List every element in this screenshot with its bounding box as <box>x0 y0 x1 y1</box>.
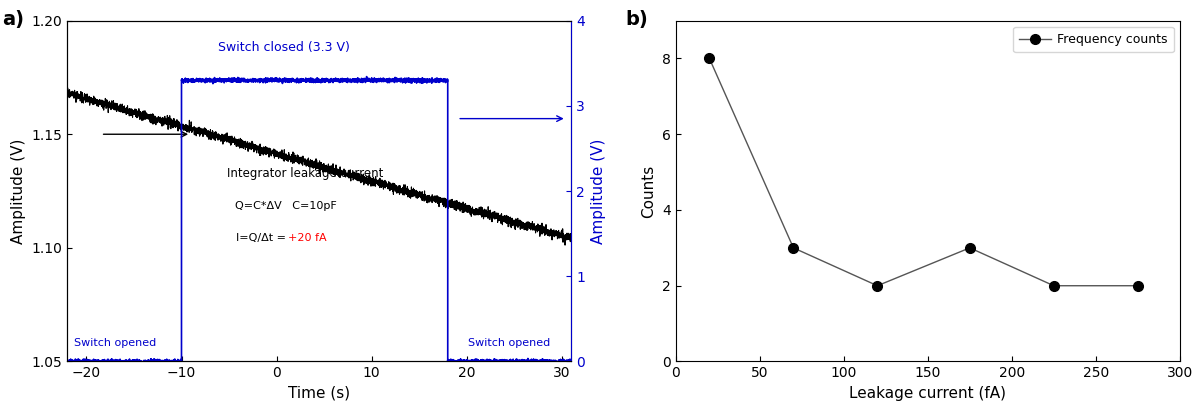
Text: Switch opened: Switch opened <box>468 337 550 348</box>
Legend: Frequency counts: Frequency counts <box>1013 27 1174 52</box>
X-axis label: Leakage current (fA): Leakage current (fA) <box>849 386 1007 401</box>
Y-axis label: Amplitude (V): Amplitude (V) <box>11 138 26 244</box>
Frequency counts <box>1046 283 1061 288</box>
Y-axis label: Counts: Counts <box>642 164 656 218</box>
Frequency counts <box>1131 283 1145 288</box>
Frequency counts <box>786 246 801 250</box>
Text: Switch closed (3.3 V): Switch closed (3.3 V) <box>218 41 350 54</box>
X-axis label: Time (s): Time (s) <box>288 386 350 401</box>
Frequency counts <box>962 246 976 250</box>
Text: a): a) <box>2 10 24 29</box>
Text: Q=C*ΔV   C=10pF: Q=C*ΔV C=10pF <box>235 201 337 211</box>
Text: I=Q/Δt =: I=Q/Δt = <box>236 233 289 243</box>
Text: +20 fA: +20 fA <box>288 233 326 243</box>
Text: b): b) <box>625 10 648 29</box>
Text: Switch opened: Switch opened <box>73 337 157 348</box>
Frequency counts <box>870 283 885 288</box>
Frequency counts <box>702 56 716 61</box>
Y-axis label: Amplitude (V): Amplitude (V) <box>591 138 606 244</box>
Text: Integrator leakage current: Integrator leakage current <box>226 167 383 180</box>
Line: Frequency counts: Frequency counts <box>704 54 1143 290</box>
